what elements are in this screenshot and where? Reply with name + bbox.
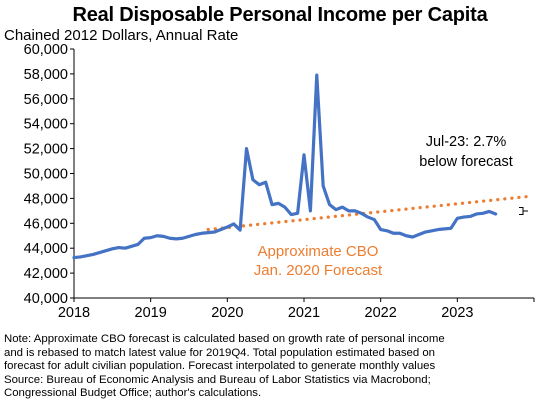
actual-series-line [72, 73, 498, 260]
x-tick-label: 2020 [211, 305, 243, 321]
x-tick-label: 2018 [58, 305, 90, 321]
y-tick-label: 50,000 [24, 167, 68, 183]
y-tick-label: 40,000 [24, 291, 68, 307]
y-tick-label: 58,000 [24, 67, 68, 83]
footnote-line: Congressional Budget Office; author's ca… [4, 387, 262, 400]
x-tick-label: 2022 [365, 305, 397, 321]
footnote-line: Note: Approximate CBO forecast is calcul… [4, 333, 445, 345]
gap-bracket [519, 207, 528, 215]
x-tick-label: 2023 [441, 305, 473, 321]
y-tick-label: 56,000 [24, 92, 68, 108]
footnote-line: Source: Bureau of Economic Analysis and … [4, 373, 431, 386]
gap-label-line2: below forecast [419, 154, 513, 170]
x-tick-label: 2019 [135, 305, 167, 321]
y-tick-label: 44,000 [24, 241, 68, 257]
forecast-label-line1: Approximate CBO [258, 243, 379, 260]
chart-series [72, 73, 530, 260]
y-tick-label: 54,000 [24, 117, 68, 133]
y-tick-label: 42,000 [24, 266, 68, 282]
chart-axes: 40,000 42,000 44,000 46,000 48,000 50,000 52,0… [24, 42, 535, 321]
chart-subtitle: Chained 2012 Dollars, Annual Rate [4, 27, 239, 44]
chart-title: Real Disposable Personal Income per Capi… [72, 4, 488, 26]
y-tick-label: 48,000 [24, 191, 68, 207]
footnote-line: and is rebased to match latest value for… [4, 346, 436, 359]
y-tick-label: 52,000 [24, 142, 68, 158]
chart-annotations: Approximate CBO Jan. 2020 Forecast Jul-2… [254, 134, 528, 279]
forecast-label-line2: Jan. 2020 Forecast [254, 262, 383, 279]
y-tick-label: 60,000 [24, 42, 68, 58]
footnote: Note: Approximate CBO forecast is calcul… [4, 333, 556, 401]
x-tick-label: 2021 [288, 305, 320, 321]
footnote-line: forecast for adult civilian population. … [4, 360, 436, 373]
y-tick-label: 46,000 [24, 216, 68, 232]
gap-label-line1: Jul-23: 2.7% [426, 134, 507, 150]
